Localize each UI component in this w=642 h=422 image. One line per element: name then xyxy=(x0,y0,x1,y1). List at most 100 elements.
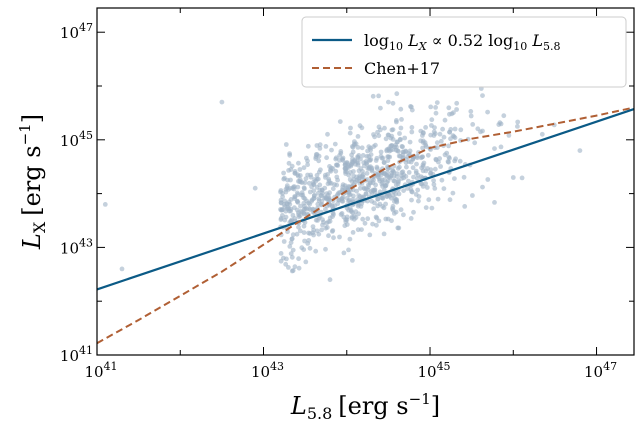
scatter-point xyxy=(349,159,355,165)
scatter-point xyxy=(396,191,402,197)
scatter-point xyxy=(539,131,545,137)
scatter-point xyxy=(403,174,409,179)
scatter-point xyxy=(435,196,441,202)
scatter-point xyxy=(381,205,387,211)
scatter-point xyxy=(438,164,443,169)
scatter-point xyxy=(434,140,440,146)
scatter-point xyxy=(352,142,357,148)
scatter-point xyxy=(299,190,305,196)
scatter-point xyxy=(461,174,467,180)
scatter-point xyxy=(485,177,491,182)
scatter-point xyxy=(423,125,428,130)
scatter-point xyxy=(289,254,295,260)
scatter-point xyxy=(446,143,451,149)
scatter-point xyxy=(374,164,380,170)
scatter-point xyxy=(386,132,392,138)
scatter-point xyxy=(383,201,388,207)
scatter-point xyxy=(480,128,485,134)
scatter-point xyxy=(420,184,426,189)
scatter-point xyxy=(447,111,452,117)
scatter-point xyxy=(418,155,424,161)
scatter-point xyxy=(316,231,322,237)
scatter-point xyxy=(331,235,336,241)
scatter-point xyxy=(391,178,397,184)
scatter-point xyxy=(317,146,323,151)
scatter-point xyxy=(396,153,402,159)
scatter-point xyxy=(327,218,333,224)
scatter-point xyxy=(278,215,284,221)
scatter-point xyxy=(378,105,383,111)
scatter-point xyxy=(314,152,320,157)
scatter-point xyxy=(289,163,295,169)
scatter-point xyxy=(357,123,363,129)
scatter-point xyxy=(403,160,409,166)
scatter-point xyxy=(451,134,457,140)
scatter-point xyxy=(346,247,351,253)
scatter-point xyxy=(319,227,324,233)
scatter-point xyxy=(288,251,294,256)
scatter-point xyxy=(323,195,329,201)
scatter-point xyxy=(281,170,286,176)
scatter-point xyxy=(439,177,445,183)
scatter-point xyxy=(437,131,443,137)
tick-labels: 1041 1043 1045 1047 1041 1043 1045 1047 xyxy=(60,21,617,381)
scatter-point xyxy=(359,145,365,151)
scatter-point xyxy=(470,193,475,198)
scatter-point xyxy=(383,136,389,142)
scatter-point xyxy=(390,207,396,213)
scatter-point xyxy=(431,182,437,187)
scatter-point xyxy=(510,175,516,180)
scatter-point xyxy=(409,129,415,135)
scatter-point xyxy=(395,181,401,187)
scatter-point xyxy=(404,164,409,170)
scatter-point xyxy=(515,124,520,129)
scatter-point xyxy=(296,265,302,271)
scatter-point xyxy=(373,142,378,148)
scatter-point xyxy=(413,192,419,197)
scatter-point xyxy=(306,180,312,186)
scatter-point xyxy=(314,176,320,182)
scatter-point xyxy=(359,227,364,233)
scatter-point xyxy=(296,224,301,230)
scatter-point xyxy=(374,155,380,161)
scatter-point xyxy=(292,264,298,270)
scatter-point xyxy=(278,207,284,213)
scatter-point xyxy=(310,230,316,236)
scatter-point xyxy=(305,162,310,168)
scatter-point xyxy=(315,190,321,196)
scatter-point xyxy=(333,155,339,161)
scatter-point xyxy=(283,261,289,267)
scatter-point xyxy=(438,138,444,144)
scatter-point xyxy=(385,158,391,164)
scatter-points xyxy=(102,86,583,283)
scatter-point xyxy=(286,206,292,212)
scatter-point xyxy=(327,164,332,169)
scatter-point xyxy=(424,185,430,190)
scatter-point xyxy=(433,110,439,116)
scatter-point xyxy=(409,197,414,203)
scatter-point xyxy=(301,200,307,206)
scatter-point xyxy=(317,142,323,148)
scatter-point xyxy=(330,186,336,192)
scatter-point xyxy=(390,100,396,106)
y-tick-label: 1041 xyxy=(60,344,93,365)
scatter-point xyxy=(389,143,395,148)
legend-label-fit: log10 LX ∝ 0.52 log10 L5.8 xyxy=(364,31,560,53)
scatter-point xyxy=(409,189,414,194)
scatter-point xyxy=(376,93,381,99)
scatter-point xyxy=(421,160,427,166)
scatter-point xyxy=(577,148,583,154)
legend-label-chen: Chen+17 xyxy=(364,59,440,78)
scatter-point xyxy=(429,123,434,128)
scatter-point xyxy=(292,170,298,176)
scatter-point xyxy=(390,203,396,209)
scatter-point xyxy=(378,127,383,133)
scatter-point xyxy=(321,219,326,225)
scatter-point xyxy=(445,159,451,164)
scatter-point xyxy=(386,99,391,105)
fit-line xyxy=(96,108,635,291)
scatter-point xyxy=(382,177,387,183)
scatter-point xyxy=(360,216,366,222)
y-tick-label: 1043 xyxy=(60,236,93,257)
scatter-point xyxy=(393,191,398,197)
